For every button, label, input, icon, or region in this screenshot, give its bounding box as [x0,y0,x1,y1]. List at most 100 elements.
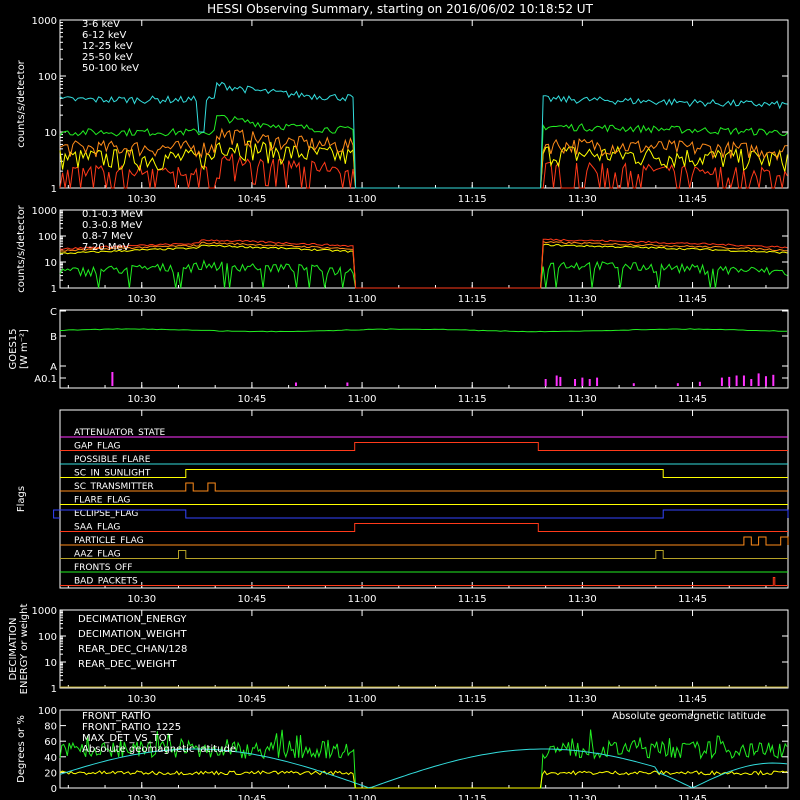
panel-goes: 10:30 10:45 11:00 11:15 11:30 11:45 GOES15 [W m… [8,307,789,405]
x-tick-label: 11:45 [678,694,707,705]
y-axis-label-2: [W m⁻²] [19,329,30,369]
x-tick-label: 10:45 [237,294,266,305]
flag-label: SC_TRANSMITTER [74,482,154,492]
y-axis-label: Degrees or % [16,715,27,783]
x-tick-label: 11:00 [348,294,377,305]
flag-label: ECLIPSE_FLAG [74,509,138,519]
y-axis-label-2: ENERGY or weight [19,604,30,695]
x-tick-label: 11:15 [458,294,487,305]
flag-label: FLARE_FLAG [74,496,130,506]
x-tick-label: 11:30 [568,694,597,705]
panel-gamma: 10:30 10:45 11:00 11:15 11:30 11:45 counts/s/d… [16,204,789,305]
x-tick-label: 10:30 [127,294,156,305]
y-tick-label: 10 [44,658,57,669]
x-tick-label: 11:45 [678,194,707,205]
x-tick-label: 10:30 [127,394,156,405]
legend-entry: FRONT_RATIO_1225 [82,722,181,733]
x-tick-label: 11:15 [458,694,487,705]
x-tick-label: 11:30 [568,394,597,405]
x-tick-label: 11:30 [568,294,597,305]
flag-label: ATTENUATOR_STATE [74,428,166,438]
y-tick-label: 100 [38,72,57,83]
y-tick-label: 60 [44,737,57,748]
y-tick-label: A [50,362,57,373]
panel-frame [59,409,789,589]
x-tick-label: 11:15 [458,794,487,800]
flag-label: SAA_FLAG [74,523,120,533]
x-tick-label: 10:45 [237,194,266,205]
legend-entry: 50-100 keV [82,63,139,74]
y-tick-label: 1 [51,184,57,195]
flag-label: BAD_PACKETS [74,577,138,587]
geomag-latitude-note: Absolute geomagnetic latitude [612,711,766,722]
y-tick-label: 1000 [32,16,57,27]
y-axis-label: GOES15 [8,328,19,369]
y-tick-label: 0 [51,784,57,795]
x-tick-label: 11:15 [458,394,487,405]
flag-label: FRONTS_OFF [74,563,132,573]
flag-label: PARTICLE_FLAG [74,536,144,546]
flag-line [60,550,788,559]
flag-line [53,509,789,519]
legend-entry: DECIMATION_WEIGHT [78,629,187,640]
legend-entry: 12-25 keV [82,41,133,52]
y-tick-label: 1 [51,284,57,295]
x-tick-label: 10:45 [237,794,266,800]
flag-label: AAZ_FLAG [74,550,121,560]
flag-line [60,469,788,478]
legend-entry: 0.1-0.3 MeV [82,209,142,220]
x-tick-label: 11:30 [568,794,597,800]
x-tick-label: 11:45 [678,394,707,405]
legend-entry: FRONT_RATIO [82,711,151,722]
x-tick-label: 11:00 [348,194,377,205]
legend-entry: Absolute geomagnetic latitude [82,744,236,755]
x-tick-label: 11:45 [678,794,707,800]
y-tick-label: 20 [44,768,57,779]
x-tick-label: 10:45 [237,594,266,605]
x-tick-label: 10:30 [127,694,156,705]
panel-xray: 10:30 10:45 11:00 11:15 11:30 11:45 counts/s/d… [16,16,789,205]
flag-line [60,523,788,532]
y-tick-label: 1000 [32,206,57,217]
plot-title: HESSI Observing Summary, starting on 201… [207,2,593,16]
y-tick-label: C [50,307,57,318]
series-line-goes-long [59,328,787,333]
series-line-cyan [59,81,788,189]
flag-label: POSSIBLE_FLARE [74,455,151,465]
legend-entry: REAR_DEC_CHAN/128 [78,644,187,655]
panel-frame [59,309,789,389]
x-tick-label: 11:45 [678,594,707,605]
x-tick-label: 11:00 [348,794,377,800]
y-tick-label: 1 [51,684,57,695]
x-tick-label: 11:30 [568,594,597,605]
y-tick-label: 10 [44,258,57,269]
y-axis-label: Flags [16,486,27,512]
flag-label: GAP_FLAG [74,442,120,452]
y-axis-label: counts/s/detector [16,59,27,147]
y-tick-label: 1000 [32,606,57,617]
legend-entry: 0.8-7 MeV [82,231,133,242]
y-tick-label: 40 [44,753,57,764]
series-line-front-ratio [59,770,788,789]
legend-entry: REAR_DEC_WEIGHT [78,659,177,670]
legend-entry: DECIMATION_ENERGY [78,614,187,625]
x-tick-label: 10:45 [237,694,266,705]
y-tick-label: 100 [38,706,57,717]
series-line-red [60,238,788,289]
panel-decimation: 10:30 10:45 11:00 11:15 11:30 11:45 DECIMATION… [8,604,789,705]
flag-line [60,442,788,451]
legend-entry: MAX_DET_VS_TOT [82,733,174,744]
legend-entry: 0.3-0.8 MeV [82,220,142,231]
x-tick-label: 10:30 [127,594,156,605]
y-tick-label: B [50,332,57,343]
y-axis-label: counts/s/detector [16,204,27,292]
y-tick-label: 100 [38,232,57,243]
flag-label: SC_IN_SUNLIGHT [74,469,151,479]
flag-line [60,536,789,546]
legend-entry: 6-12 keV [82,30,126,41]
y-tick-label: 100 [38,632,57,643]
legend-entry: 25-50 keV [82,52,133,63]
x-tick-label: 10:30 [127,794,156,800]
x-tick-label: 11:00 [348,594,377,605]
x-tick-label: 11:15 [458,594,487,605]
